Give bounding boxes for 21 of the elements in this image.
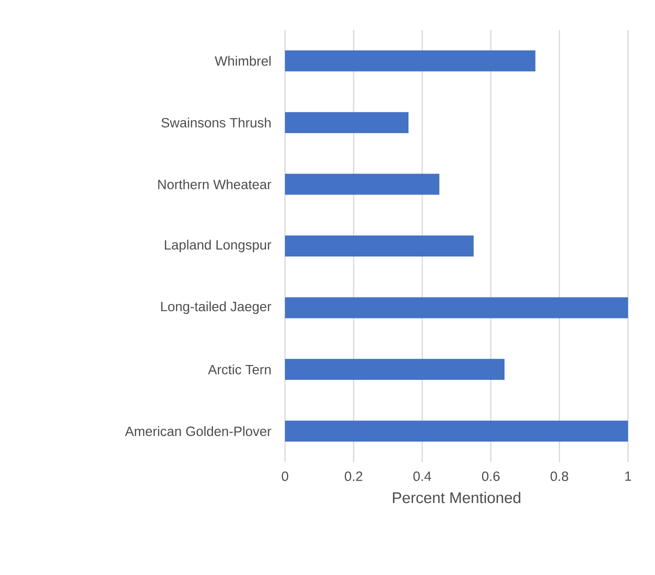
y-tick-label: Lapland Longspur [164,240,272,252]
bar [285,420,628,442]
bar [285,235,474,256]
y-tick-label: Whimbrel [214,56,271,66]
bar [285,174,440,195]
bar [285,358,505,380]
x-tick-label: 0 [282,472,288,482]
x-tick-label: 0.8 [550,472,568,482]
x-tick-label: 0.2 [344,472,362,482]
bar [285,50,536,72]
bar [285,297,628,318]
bar [285,112,408,134]
y-tick-label: Swainsons Thrush [161,118,271,128]
x-tick-label: 0.4 [413,472,432,482]
y-tick-label: Long-tailed Jaeger [161,301,272,314]
x-tick-label: 0.6 [482,472,500,482]
x-tick-label: 1 [625,472,632,481]
x-axis-title: Percent Mentioned [392,492,520,504]
y-tick-label: Northern Wheatear [158,179,272,190]
y-tick-label: American Golden-Plover [125,426,272,436]
y-tick-label: Arctic Tern [208,364,271,374]
